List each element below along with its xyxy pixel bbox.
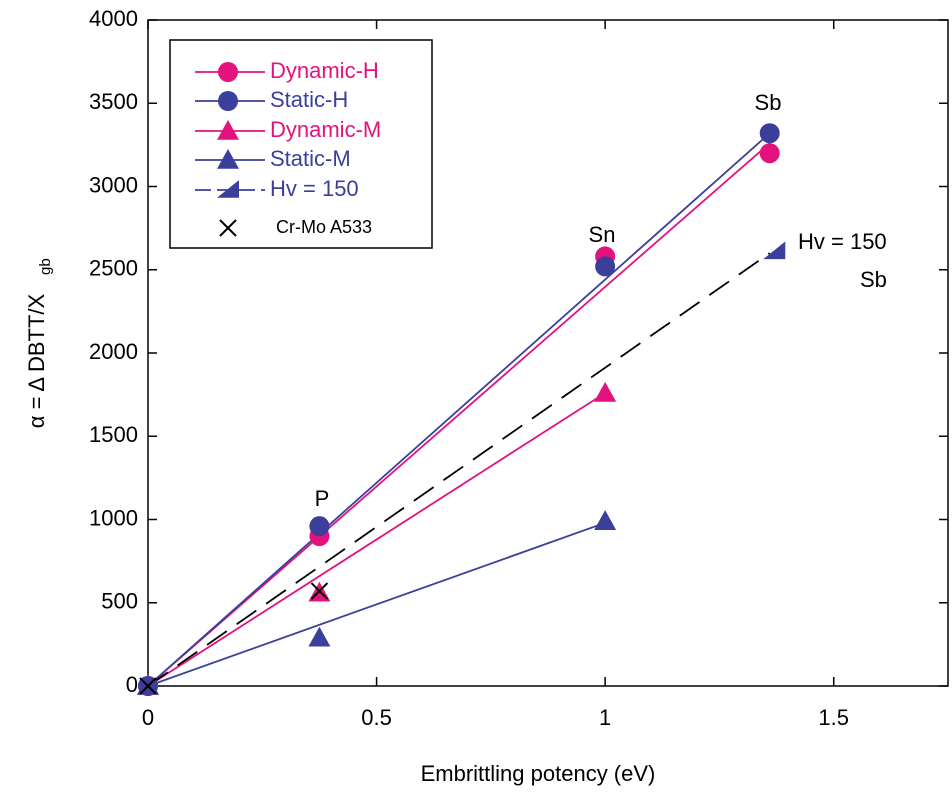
marker-triangle: [594, 381, 617, 402]
y-axis-label: α = Δ DBTT/X: [24, 293, 49, 428]
marker-circle: [759, 123, 780, 144]
x-tick-label: 0: [142, 705, 154, 730]
legend-label: Cr-Mo A533: [276, 217, 372, 237]
marker-circle: [595, 256, 616, 277]
y-tick-label: 1500: [89, 422, 138, 447]
marker-x: [139, 677, 157, 695]
y-tick-label: 2000: [89, 339, 138, 364]
marker-circle: [218, 62, 238, 82]
annotation: Hv = 150: [798, 229, 887, 254]
marker-circle: [218, 91, 238, 111]
y-axis-label-group: α = Δ DBTT/X gb: [24, 258, 54, 428]
x-tick-label: 0.5: [361, 705, 392, 730]
y-tick-label: 500: [101, 589, 138, 614]
marker-triangle: [217, 120, 239, 140]
y-axis-label-subscript: gb: [37, 258, 54, 275]
marker-x: [310, 582, 329, 600]
annotation: Sb: [860, 267, 887, 292]
legend-label: Dynamic-M: [270, 117, 381, 142]
fit-line: [147, 142, 771, 687]
x-axis-label: Embrittling potency (eV): [421, 761, 656, 786]
marker-x: [219, 219, 237, 237]
marker-right-triangle: [217, 180, 239, 198]
annotation: P: [315, 486, 330, 511]
legend-label: Static-M: [270, 146, 351, 171]
legend-box: [169, 39, 433, 249]
x-tick-label: 1.5: [818, 705, 849, 730]
marker-circle: [759, 143, 780, 164]
fit-line: [147, 252, 771, 687]
legend-label: Static-H: [270, 87, 348, 112]
marker-triangle: [594, 510, 617, 530]
fit-line: [147, 132, 771, 687]
marker-triangle: [308, 626, 331, 647]
marker-triangle: [217, 149, 239, 169]
legend: Dynamic-H Static-H Dynamic-M Static-M Hv = 1…: [169, 39, 433, 249]
y-tick-label: 3500: [89, 89, 138, 114]
fit-line: [147, 392, 606, 687]
y-tick-label: 0: [126, 672, 138, 697]
legend-label: Dynamic-H: [270, 58, 379, 83]
marker-right-triangle: [763, 241, 786, 260]
legend-label: Hv = 150: [270, 176, 359, 201]
y-tick-label: 1000: [89, 505, 138, 530]
y-tick-label: 3000: [89, 172, 138, 197]
annotation: Sb: [755, 90, 782, 115]
marker-circle: [309, 516, 330, 537]
x-tick-label: 1: [599, 705, 611, 730]
fit-line: [147, 521, 606, 687]
annotation: Sn: [589, 222, 616, 247]
y-tick-label: 2500: [89, 256, 138, 281]
y-tick-label: 4000: [89, 6, 138, 31]
